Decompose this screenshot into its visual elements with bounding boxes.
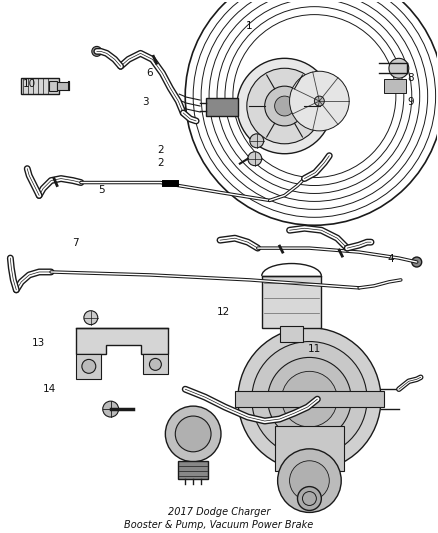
Circle shape	[103, 401, 119, 417]
Text: 12: 12	[217, 306, 230, 317]
Circle shape	[149, 358, 161, 370]
Text: 8: 8	[407, 74, 414, 84]
Circle shape	[290, 461, 329, 500]
Bar	[57, 82, 69, 90]
Circle shape	[282, 372, 337, 427]
Bar	[49, 81, 57, 91]
Circle shape	[389, 58, 409, 78]
Text: 3: 3	[142, 98, 148, 107]
Bar	[262, 276, 321, 328]
Text: 5: 5	[98, 185, 105, 195]
Circle shape	[248, 152, 262, 166]
Bar	[235, 391, 384, 407]
Circle shape	[314, 96, 324, 106]
Text: 6: 6	[146, 68, 153, 78]
Bar	[178, 461, 208, 479]
Text: 4: 4	[388, 254, 394, 263]
Polygon shape	[76, 328, 168, 354]
Circle shape	[165, 406, 221, 462]
Text: 14: 14	[42, 384, 56, 394]
Text: 9: 9	[407, 98, 414, 107]
Circle shape	[250, 134, 264, 148]
Bar	[384, 79, 406, 93]
Bar	[279, 326, 304, 342]
Circle shape	[278, 449, 341, 512]
Circle shape	[297, 487, 321, 511]
Circle shape	[275, 96, 294, 116]
Text: 7: 7	[72, 238, 79, 248]
Text: 10: 10	[23, 79, 36, 89]
Circle shape	[252, 342, 367, 457]
Text: 2: 2	[157, 158, 163, 168]
Circle shape	[237, 58, 332, 154]
Text: 1: 1	[246, 21, 253, 30]
Circle shape	[268, 358, 351, 441]
Circle shape	[175, 416, 211, 452]
Text: 2017 Dodge Charger
Booster & Pump, Vacuum Power Brake: 2017 Dodge Charger Booster & Pump, Vacuu…	[124, 507, 314, 530]
Circle shape	[238, 328, 381, 471]
Bar	[206, 98, 238, 116]
Text: 2: 2	[157, 145, 163, 155]
Circle shape	[82, 359, 96, 373]
Bar	[275, 426, 344, 471]
Circle shape	[265, 86, 304, 126]
Circle shape	[84, 311, 98, 325]
Bar	[21, 78, 59, 94]
Circle shape	[92, 46, 102, 56]
Circle shape	[290, 71, 349, 131]
Text: 11: 11	[308, 344, 321, 353]
Circle shape	[412, 257, 422, 267]
Text: 13: 13	[32, 338, 45, 348]
Circle shape	[247, 68, 322, 144]
Bar	[76, 354, 101, 379]
Bar	[144, 354, 168, 374]
